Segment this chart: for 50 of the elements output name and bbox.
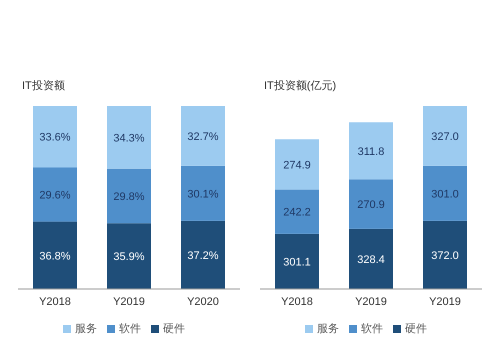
bar	[107, 223, 151, 289]
data-label: 242.2	[283, 206, 311, 219]
x-tick-label: Y2019	[355, 296, 387, 308]
bar	[275, 190, 319, 234]
data-label: 311.8	[358, 146, 384, 158]
bar	[275, 234, 319, 289]
bar	[33, 167, 77, 222]
bar	[33, 222, 77, 289]
bar	[107, 168, 151, 224]
legend-label: 软件	[361, 323, 383, 335]
x-tick-label: Y2019	[113, 296, 145, 308]
data-label: 36.8%	[39, 250, 71, 262]
data-label: 328.4	[357, 254, 385, 266]
data-label: 32.7%	[187, 130, 219, 143]
data-label: 35.9%	[113, 251, 145, 264]
data-label: 34.3%	[113, 132, 145, 144]
data-label: 37.2%	[187, 250, 219, 262]
data-label: 270.9	[357, 199, 385, 212]
chart-title: IT投资额(亿元)	[263, 78, 338, 94]
bar	[275, 139, 319, 190]
bar	[423, 106, 467, 166]
data-label: 33.6%	[39, 132, 71, 144]
data-label: 29.8%	[113, 191, 145, 204]
bar	[349, 122, 393, 180]
data-label: 301.0	[431, 188, 459, 200]
legend-label: 服务	[317, 323, 339, 335]
bar	[349, 228, 393, 289]
x-tick-label: Y2018	[281, 296, 313, 308]
data-label: 327.0	[431, 130, 459, 143]
bar	[181, 166, 225, 221]
bar	[33, 106, 77, 168]
data-label: 372.0	[431, 250, 459, 262]
bar	[349, 179, 393, 229]
data-label: 301.1	[283, 256, 311, 268]
legend-label: 硬件	[163, 323, 185, 335]
x-tick-label: Y2018	[39, 296, 71, 308]
data-label: 29.6%	[39, 190, 71, 202]
data-label: 274.9	[283, 159, 311, 172]
chart-title: IT投资额	[21, 78, 66, 94]
legend-label: 服务	[75, 323, 97, 335]
data-label: 30.1%	[187, 188, 219, 200]
x-tick-label: Y2019	[429, 296, 461, 308]
legend-label: 硬件	[405, 323, 427, 335]
bar	[423, 166, 467, 221]
legend-label: 软件	[119, 323, 141, 335]
bar	[423, 220, 467, 289]
bar	[181, 106, 225, 166]
bar	[107, 106, 151, 169]
x-tick-label: Y2020	[187, 296, 219, 308]
bar	[181, 220, 225, 289]
